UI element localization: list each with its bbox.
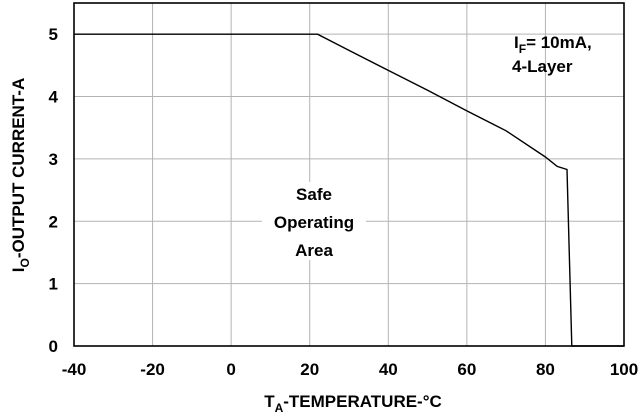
y-tick-labels: 0 1 2 3 4 5 <box>49 25 59 356</box>
region-label-line1: Safe <box>296 185 332 204</box>
y-tick-label: 2 <box>49 212 58 231</box>
condition-line2: 4-Layer <box>512 57 573 76</box>
x-tick-label: -20 <box>140 360 165 379</box>
x-tick-label: 60 <box>457 360 476 379</box>
region-label-line3: Area <box>295 241 333 260</box>
x-tick-label: 40 <box>379 360 398 379</box>
y-tick-label: 3 <box>49 150 58 169</box>
y-tick-label: 4 <box>49 88 59 107</box>
x-tick-labels: -40 -20 0 20 40 60 80 100 <box>62 360 638 379</box>
y-tick-label: 0 <box>49 337 58 356</box>
condition-line1: IF= 10mA, <box>514 33 592 56</box>
x-tick-label: 100 <box>610 360 638 379</box>
series-line <box>74 33 624 347</box>
x-tick-label: 20 <box>300 360 319 379</box>
plot-frame <box>73 2 625 347</box>
x-tick-label: 80 <box>536 360 555 379</box>
x-axis-label: TA-TEMPERATURE-°C <box>264 392 442 415</box>
x-tick-label: 0 <box>226 360 235 379</box>
y-tick-label: 1 <box>49 275 58 294</box>
region-label-bg <box>262 182 366 260</box>
x-tick-label: -40 <box>62 360 87 379</box>
y-tick-label: 5 <box>49 25 58 44</box>
region-label-line2: Operating <box>274 213 354 232</box>
y-axis-label: IO-OUTPUT CURRENT-A <box>9 78 32 272</box>
grid-lines <box>74 3 624 346</box>
